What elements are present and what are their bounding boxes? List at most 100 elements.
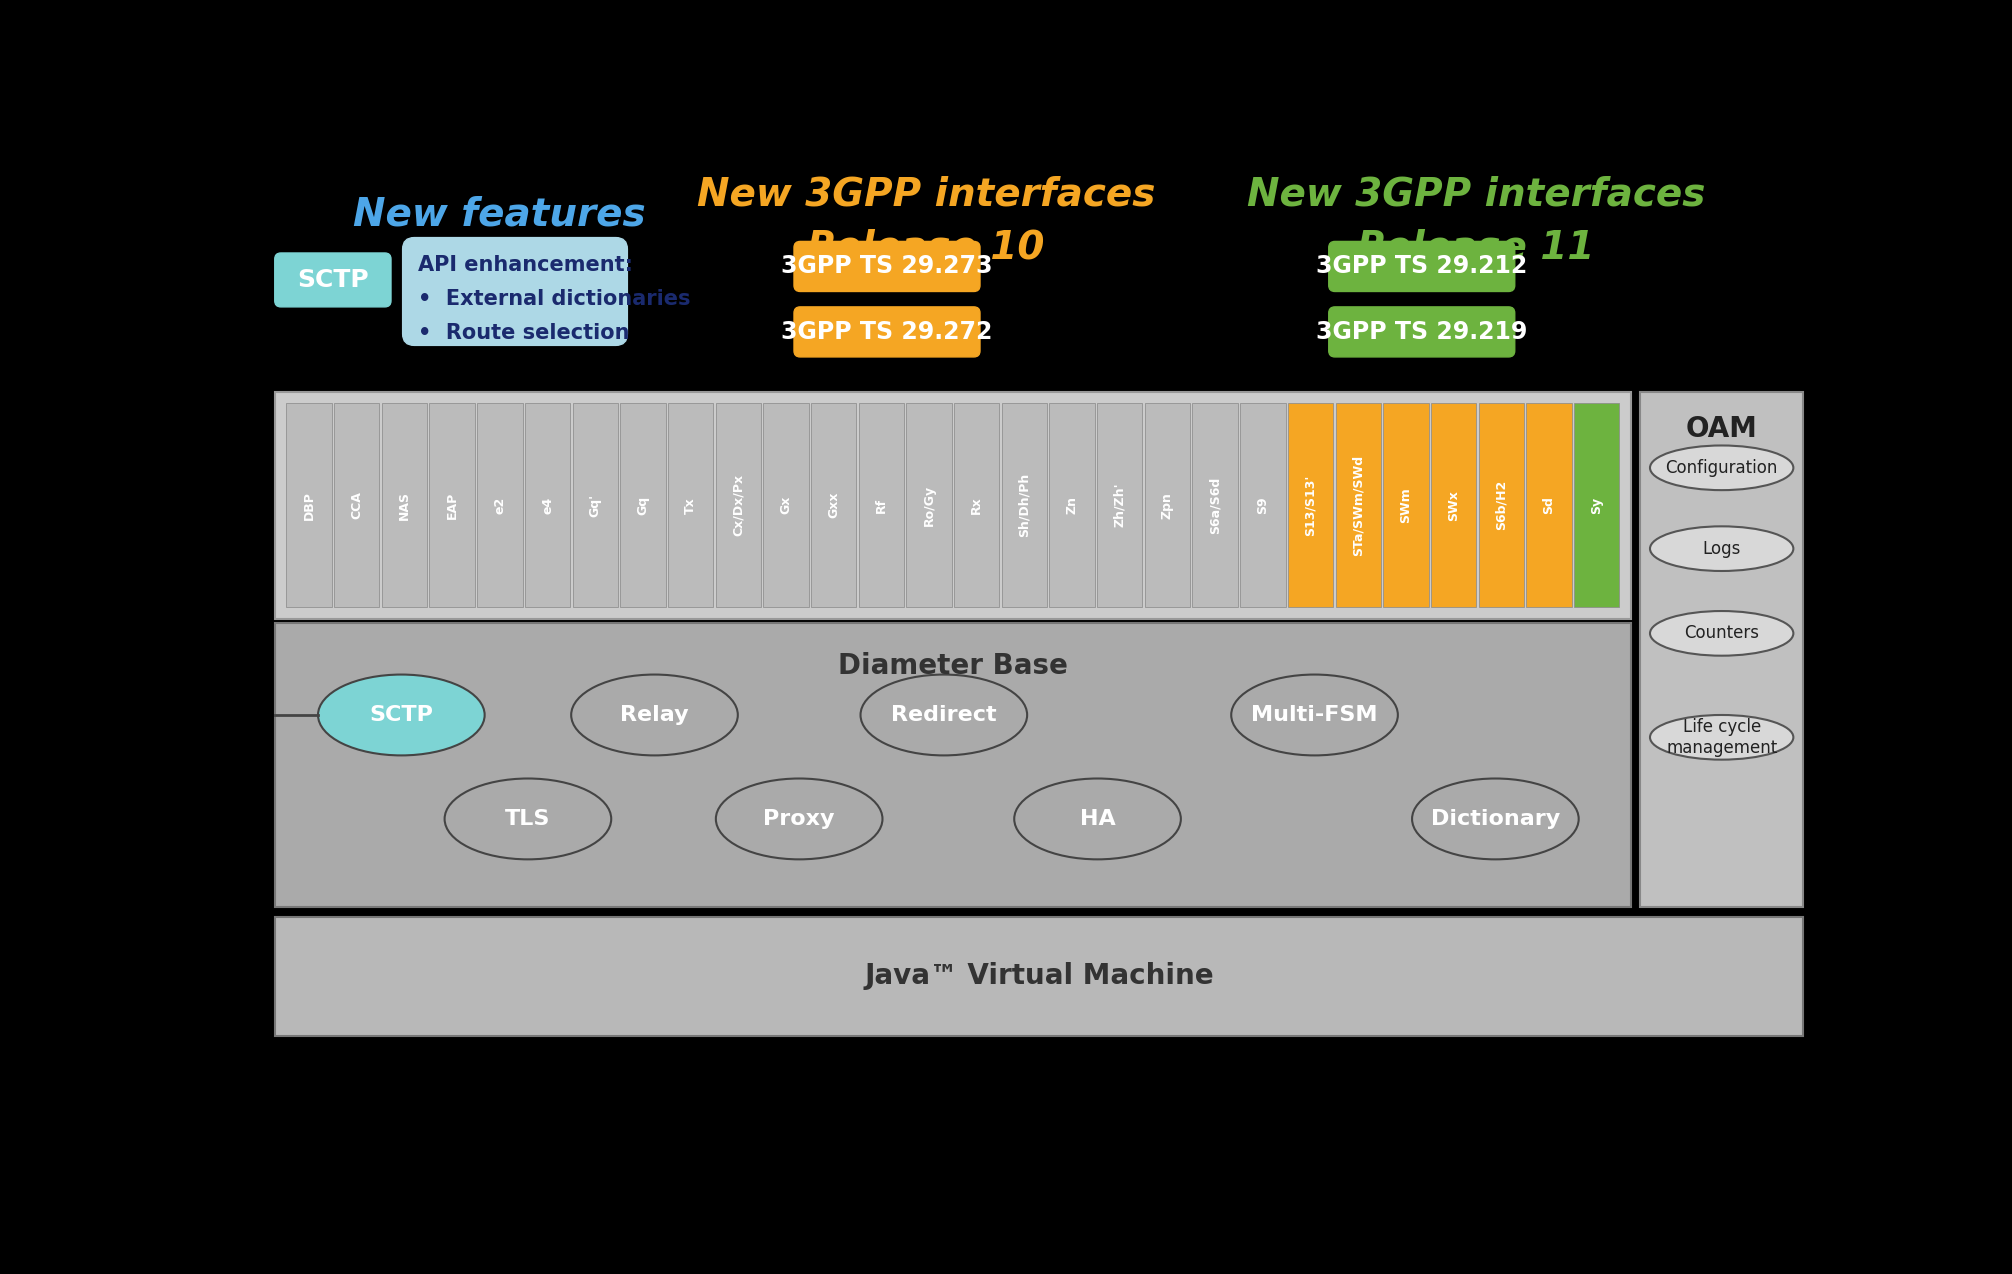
Ellipse shape bbox=[318, 674, 485, 755]
Text: Sh/Dh/Ph: Sh/Dh/Ph bbox=[1018, 473, 1030, 538]
Text: Gq: Gq bbox=[636, 496, 650, 515]
Text: Zn: Zn bbox=[1066, 496, 1078, 515]
Bar bbox=[477, 403, 523, 608]
Bar bbox=[763, 403, 809, 608]
Text: Tx: Tx bbox=[684, 497, 696, 513]
Ellipse shape bbox=[1014, 778, 1181, 860]
Bar bbox=[429, 403, 475, 608]
Bar bbox=[525, 403, 569, 608]
Text: S9: S9 bbox=[1255, 497, 1270, 513]
Bar bbox=[859, 403, 903, 608]
Text: SWx: SWx bbox=[1447, 489, 1461, 521]
Text: 3GPP TS 29.273: 3GPP TS 29.273 bbox=[781, 255, 992, 279]
Text: Diameter Base: Diameter Base bbox=[837, 652, 1068, 680]
Text: Zh/Zh': Zh/Zh' bbox=[1113, 483, 1127, 527]
Bar bbox=[286, 403, 332, 608]
Ellipse shape bbox=[571, 674, 738, 755]
Ellipse shape bbox=[716, 778, 883, 860]
Bar bbox=[1573, 403, 1620, 608]
Text: S6b/H2: S6b/H2 bbox=[1495, 480, 1507, 530]
Text: Cx/Dx/Px: Cx/Dx/Px bbox=[732, 474, 744, 536]
Ellipse shape bbox=[1650, 715, 1793, 759]
Bar bbox=[668, 403, 714, 608]
Text: Gxx: Gxx bbox=[827, 492, 841, 519]
Bar bbox=[1527, 403, 1571, 608]
Text: CCA: CCA bbox=[350, 492, 364, 519]
Text: Rf: Rf bbox=[875, 498, 887, 512]
Text: 3GPP TS 29.212: 3GPP TS 29.212 bbox=[1316, 255, 1527, 279]
Bar bbox=[1239, 403, 1286, 608]
Bar bbox=[573, 403, 618, 608]
Text: Configuration: Configuration bbox=[1666, 459, 1779, 476]
Text: Sd: Sd bbox=[1543, 496, 1555, 515]
Text: SCTP: SCTP bbox=[370, 705, 433, 725]
Ellipse shape bbox=[1650, 612, 1793, 656]
Text: 3GPP TS 29.219: 3GPP TS 29.219 bbox=[1316, 320, 1527, 344]
Text: Logs: Logs bbox=[1702, 540, 1740, 558]
Text: Relay: Relay bbox=[620, 705, 688, 725]
Bar bbox=[1640, 391, 1803, 907]
Text: New features: New features bbox=[354, 195, 646, 233]
Text: Zpn: Zpn bbox=[1161, 492, 1173, 519]
FancyBboxPatch shape bbox=[276, 254, 390, 307]
Text: STa/SWm/SWd: STa/SWm/SWd bbox=[1352, 455, 1364, 555]
Bar bbox=[1002, 403, 1046, 608]
Ellipse shape bbox=[1650, 446, 1793, 490]
Text: Counters: Counters bbox=[1684, 624, 1758, 642]
Bar bbox=[276, 623, 1632, 907]
Text: e4: e4 bbox=[541, 497, 553, 513]
Text: NAS: NAS bbox=[398, 490, 410, 520]
Text: New 3GPP interfaces
Release 10: New 3GPP interfaces Release 10 bbox=[696, 176, 1155, 268]
Bar bbox=[334, 403, 380, 608]
Text: Ro/Gy: Ro/Gy bbox=[924, 484, 936, 526]
Bar bbox=[954, 403, 1000, 608]
Bar bbox=[1193, 403, 1237, 608]
Bar bbox=[811, 403, 857, 608]
Text: S13/S13': S13/S13' bbox=[1304, 474, 1318, 536]
Text: Rx: Rx bbox=[970, 497, 984, 513]
Text: Sy: Sy bbox=[1589, 497, 1604, 513]
Text: Gq': Gq' bbox=[590, 493, 602, 517]
Bar bbox=[716, 403, 761, 608]
Bar bbox=[276, 917, 1803, 1036]
Text: Gx: Gx bbox=[779, 496, 793, 515]
Bar bbox=[1336, 403, 1380, 608]
Text: TLS: TLS bbox=[505, 809, 551, 829]
FancyBboxPatch shape bbox=[1328, 242, 1515, 292]
Text: 3GPP TS 29.272: 3GPP TS 29.272 bbox=[781, 320, 992, 344]
FancyBboxPatch shape bbox=[795, 307, 980, 357]
Bar bbox=[276, 391, 1632, 619]
Text: Multi-FSM: Multi-FSM bbox=[1251, 705, 1378, 725]
Bar bbox=[1382, 403, 1429, 608]
Bar bbox=[1479, 403, 1523, 608]
Text: Life cycle
management: Life cycle management bbox=[1666, 719, 1777, 757]
Text: API enhancement:
•  External dictionaries
•  Route selection: API enhancement: • External dictionaries… bbox=[418, 255, 690, 343]
Bar bbox=[382, 403, 427, 608]
Text: e2: e2 bbox=[493, 497, 507, 513]
FancyBboxPatch shape bbox=[795, 242, 980, 292]
Bar bbox=[905, 403, 952, 608]
Ellipse shape bbox=[861, 674, 1028, 755]
Bar bbox=[1050, 403, 1095, 608]
Text: DBP: DBP bbox=[302, 490, 316, 520]
Text: Dictionary: Dictionary bbox=[1431, 809, 1559, 829]
Text: Proxy: Proxy bbox=[763, 809, 835, 829]
Ellipse shape bbox=[1650, 526, 1793, 571]
Text: SWm: SWm bbox=[1400, 487, 1412, 524]
Ellipse shape bbox=[1412, 778, 1579, 860]
Text: OAM: OAM bbox=[1686, 414, 1758, 442]
Bar bbox=[1431, 403, 1477, 608]
Text: SCTP: SCTP bbox=[298, 268, 368, 292]
Text: Java™ Virtual Machine: Java™ Virtual Machine bbox=[863, 962, 1213, 990]
Text: EAP: EAP bbox=[445, 492, 459, 519]
Ellipse shape bbox=[445, 778, 612, 860]
Ellipse shape bbox=[1231, 674, 1398, 755]
Text: New 3GPP interfaces
Release 11: New 3GPP interfaces Release 11 bbox=[1247, 176, 1706, 268]
Text: Redirect: Redirect bbox=[891, 705, 996, 725]
Bar bbox=[1097, 403, 1143, 608]
Bar bbox=[620, 403, 666, 608]
Bar bbox=[1288, 403, 1334, 608]
Text: HA: HA bbox=[1080, 809, 1115, 829]
FancyBboxPatch shape bbox=[402, 237, 628, 345]
Bar bbox=[1145, 403, 1191, 608]
